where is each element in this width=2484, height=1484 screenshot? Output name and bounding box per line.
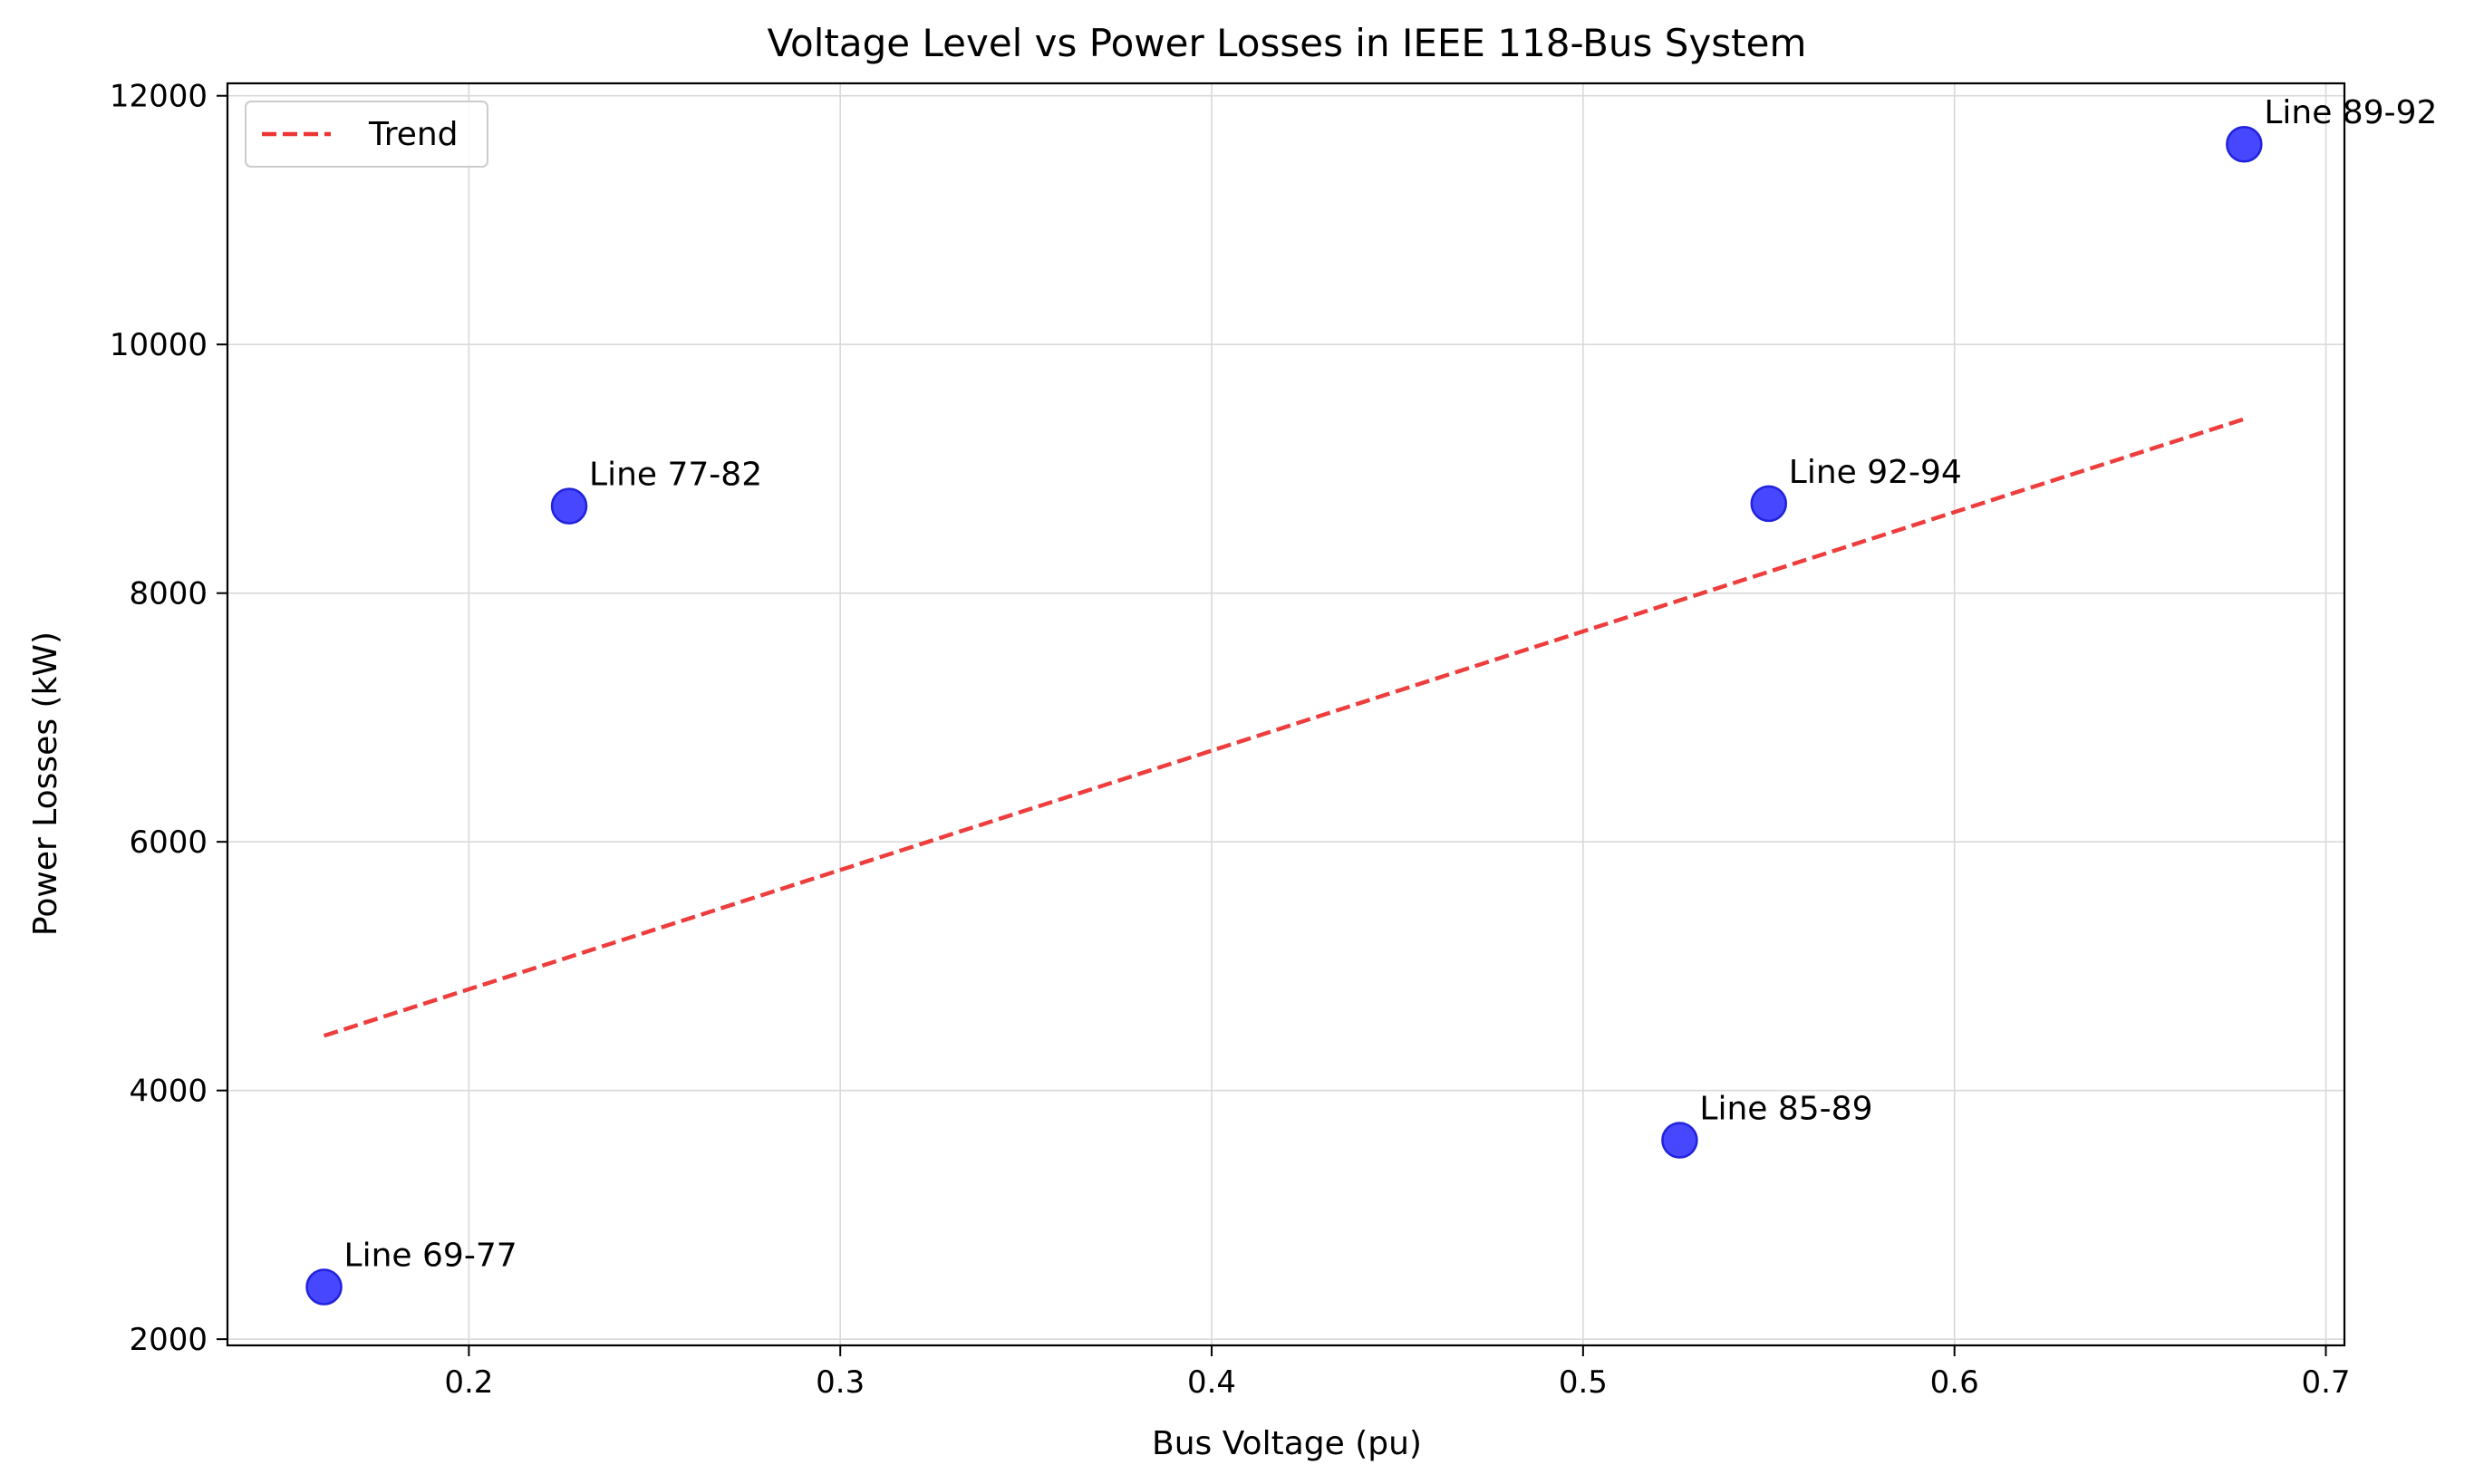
data-point	[550, 487, 588, 525]
x-tick-label: 0.6	[1930, 1364, 1979, 1401]
data-point	[1661, 1122, 1698, 1159]
legend-box	[245, 101, 488, 168]
point-labels-layer: Line 69-77 Line 77-82 Line 85-89 Line 92-94…	[344, 94, 2438, 1274]
point-annotation: Line 69-77	[344, 1237, 517, 1274]
x-tick-label: 0.3	[816, 1364, 865, 1401]
x-tick-label: 0.2	[444, 1364, 493, 1401]
legend-label-trend: Trend	[368, 116, 459, 153]
legend: Trend	[245, 101, 488, 168]
axis-ticks: 0.2 0.3 0.4 0.5 0.6 0.7 2000 4000 6000 8000 10000 1…	[110, 79, 2351, 1401]
x-tick-label: 0.5	[1559, 1364, 1608, 1401]
point-annotation: Line 92-94	[1789, 454, 1962, 491]
y-tick-label: 8000	[129, 576, 208, 612]
y-tick-label: 4000	[129, 1074, 208, 1110]
point-annotation: Line 85-89	[1699, 1091, 1872, 1128]
data-point	[305, 1268, 343, 1306]
data-point	[1750, 485, 1788, 523]
x-axis-label: Bus Voltage (pu)	[1152, 1425, 1422, 1462]
x-tick-label: 0.7	[2301, 1364, 2350, 1401]
trend-line	[323, 417, 2246, 1038]
grid	[227, 83, 2344, 1345]
y-tick-label: 12000	[110, 79, 208, 115]
points-layer	[305, 125, 2263, 1306]
y-tick-label: 10000	[110, 327, 208, 363]
y-axis-label: Power Losses (kW)	[27, 631, 64, 936]
x-tick-label: 0.4	[1187, 1364, 1236, 1401]
data-point	[2226, 125, 2263, 163]
y-tick-label: 6000	[129, 824, 208, 861]
y-tick-label: 2000	[129, 1322, 208, 1358]
point-annotation: Line 77-82	[589, 457, 762, 494]
plot-frame	[226, 82, 2346, 1347]
chart-title: Voltage Level vs Power Losses in IEEE 11…	[768, 21, 1807, 65]
trend-layer	[323, 417, 2246, 1038]
point-annotation: Line 89-92	[2264, 94, 2437, 131]
